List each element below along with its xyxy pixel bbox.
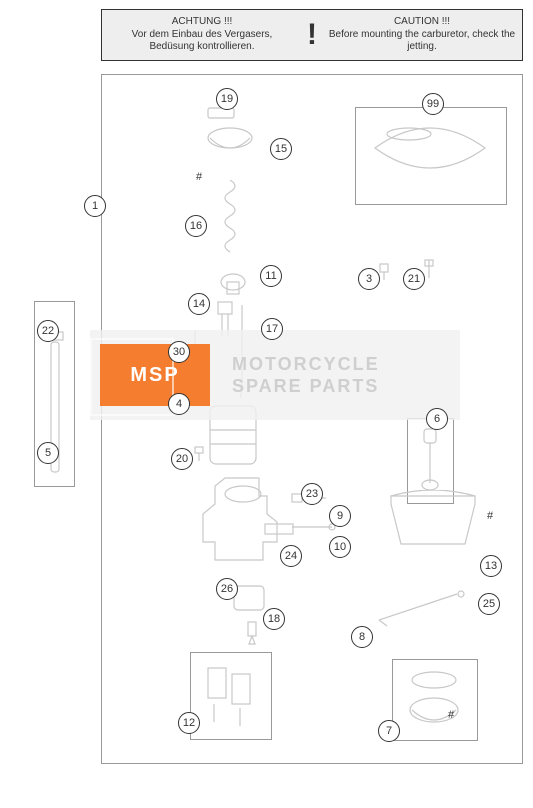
callout-26: 26 xyxy=(216,578,238,600)
watermark-logo: MSP xyxy=(100,344,210,406)
callout-30: 30 xyxy=(168,341,190,363)
part-gasket-set xyxy=(365,118,495,196)
part-kit-12 xyxy=(202,660,258,730)
callout-17: 17 xyxy=(261,318,283,340)
watermark: MSP MOTORCYCLE SPARE PARTS xyxy=(90,330,460,420)
caution-box: ACHTUNG !!! Vor dem Einbau des Vergasers… xyxy=(101,9,523,61)
part-top-cap xyxy=(200,100,260,170)
part-bowl xyxy=(385,490,485,570)
part-retainer xyxy=(218,270,248,300)
part-spring xyxy=(215,180,245,270)
caution-de-title: ACHTUNG !!! xyxy=(108,16,296,29)
callout-21: 21 xyxy=(403,268,425,290)
watermark-text: MOTORCYCLE SPARE PARTS xyxy=(232,353,380,398)
watermark-line2: SPARE PARTS xyxy=(232,375,380,398)
callout-19: 19 xyxy=(216,88,238,110)
callout-22: 22 xyxy=(37,320,59,342)
callout-15: 15 xyxy=(270,138,292,160)
callout-99: 99 xyxy=(422,93,444,115)
callout-16: 16 xyxy=(185,215,207,237)
callout-9: 9 xyxy=(329,505,351,527)
part-lever xyxy=(375,590,475,630)
page: ACHTUNG !!! Vor dem Einbau des Vergasers… xyxy=(0,0,533,808)
callout-10: 10 xyxy=(329,536,351,558)
callout-7: 7 xyxy=(378,720,400,742)
part-choke xyxy=(414,425,446,495)
callout-13: 13 xyxy=(480,555,502,577)
part-pin-10 xyxy=(290,520,336,534)
caution-en-title: CAUTION !!! xyxy=(328,16,516,29)
callout-1: 1 xyxy=(84,195,106,217)
callout-6: 6 xyxy=(426,408,448,430)
callout-20: 20 xyxy=(171,448,193,470)
exclamation-icon: ! xyxy=(302,10,322,60)
callout-hash1: # xyxy=(189,167,209,187)
callout-hash3: # xyxy=(441,705,461,725)
caution-en: CAUTION !!! Before mounting the carburet… xyxy=(322,10,522,60)
callout-4: 4 xyxy=(168,393,190,415)
part-needle-valve xyxy=(245,620,259,648)
caution-en-text: Before mounting the carburetor, check th… xyxy=(328,29,516,54)
callout-24: 24 xyxy=(280,545,302,567)
callout-14: 14 xyxy=(188,293,210,315)
callout-18: 18 xyxy=(263,608,285,630)
callout-23: 23 xyxy=(301,483,323,505)
callout-8: 8 xyxy=(351,626,373,648)
callout-5: 5 xyxy=(37,442,59,464)
callout-11: 11 xyxy=(260,265,282,287)
callout-3: 3 xyxy=(358,268,380,290)
part-carb-body xyxy=(185,470,305,590)
part-screw-20 xyxy=(193,445,205,463)
watermark-line1: MOTORCYCLE xyxy=(232,353,380,376)
callout-12: 12 xyxy=(178,712,200,734)
caution-de-text: Vor dem Einbau des Vergasers, Bedüsung k… xyxy=(108,29,296,54)
callout-25: 25 xyxy=(478,593,500,615)
callout-hash2: # xyxy=(480,506,500,526)
caution-de: ACHTUNG !!! Vor dem Einbau des Vergasers… xyxy=(102,10,302,60)
